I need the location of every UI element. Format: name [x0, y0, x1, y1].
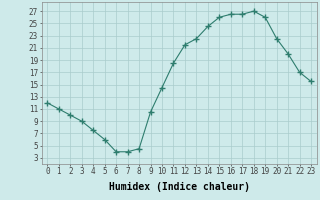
- X-axis label: Humidex (Indice chaleur): Humidex (Indice chaleur): [109, 182, 250, 192]
